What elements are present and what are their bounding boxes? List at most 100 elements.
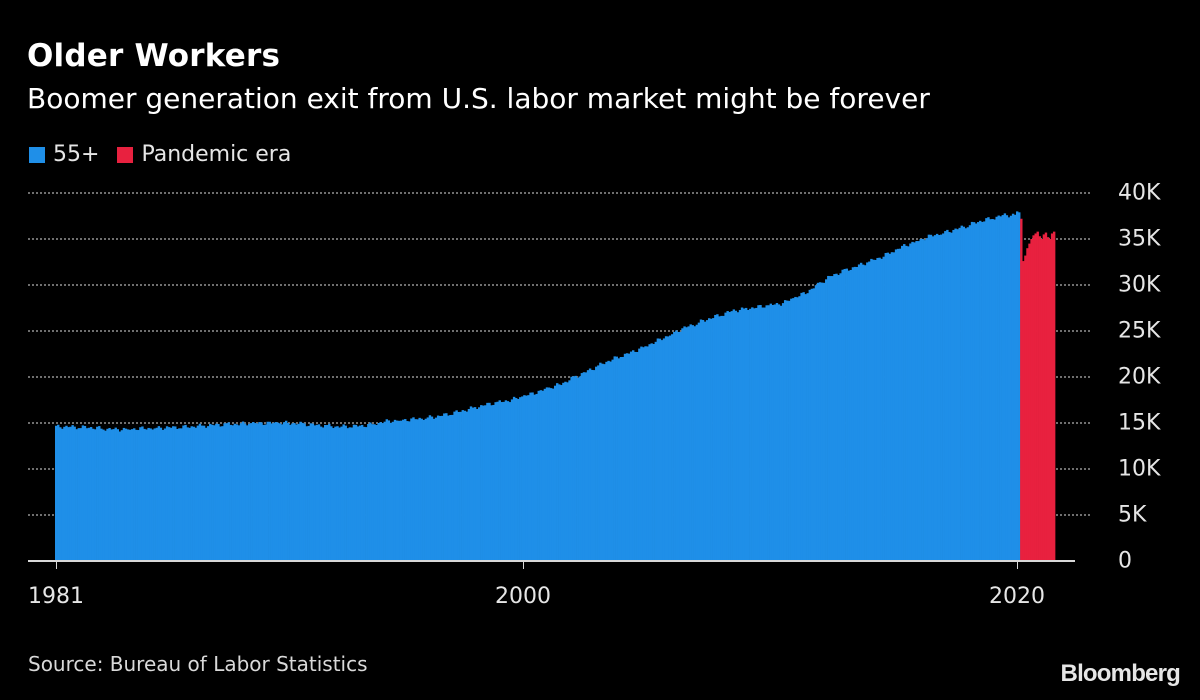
bar — [970, 221, 974, 562]
bar — [927, 234, 931, 561]
bar — [886, 252, 890, 561]
bar — [976, 222, 980, 561]
bar — [576, 377, 579, 561]
bar — [169, 427, 173, 561]
bar — [55, 425, 58, 561]
bar — [461, 410, 464, 561]
bar — [705, 320, 709, 561]
bar — [369, 422, 372, 561]
bar — [289, 424, 292, 561]
bar — [833, 274, 836, 561]
bar — [839, 273, 842, 561]
bar — [683, 326, 686, 561]
bar — [894, 249, 898, 561]
bar — [256, 423, 259, 561]
bar — [671, 334, 674, 561]
bar — [966, 227, 970, 561]
bar — [225, 423, 228, 561]
bar — [798, 296, 801, 561]
bar — [825, 279, 828, 561]
bar — [321, 427, 325, 561]
bar — [416, 419, 419, 561]
bar — [451, 414, 454, 561]
bar — [126, 429, 130, 561]
bar — [993, 219, 996, 561]
bar — [254, 423, 257, 561]
bar — [75, 429, 78, 561]
bar — [605, 361, 608, 561]
bar — [543, 388, 547, 561]
bar — [414, 419, 417, 561]
bar — [486, 402, 489, 561]
bar — [1038, 236, 1041, 562]
bar — [432, 418, 436, 561]
bar — [204, 427, 208, 561]
bar — [424, 418, 428, 561]
bar — [857, 264, 861, 561]
gridline-25k — [28, 330, 1090, 332]
x-tick-2020 — [1017, 561, 1018, 569]
bar — [426, 417, 430, 561]
bar — [845, 268, 848, 561]
bar — [898, 248, 902, 561]
bar — [457, 411, 460, 561]
bar — [972, 222, 976, 561]
bar — [428, 415, 432, 561]
bar — [383, 421, 386, 561]
bar — [726, 311, 729, 561]
bar — [211, 424, 214, 561]
y-label-0: 0 — [1118, 548, 1132, 574]
bar — [163, 428, 167, 561]
bar — [393, 419, 397, 561]
bar — [749, 308, 752, 561]
bar — [326, 424, 329, 561]
bar — [262, 424, 265, 561]
bar — [73, 426, 76, 561]
bar — [835, 273, 838, 561]
bar — [360, 424, 364, 561]
bar — [155, 427, 159, 561]
bar — [870, 258, 873, 561]
bar — [562, 382, 565, 561]
bar — [923, 240, 926, 561]
bar — [521, 396, 524, 561]
bar — [730, 311, 733, 561]
bar — [1013, 214, 1017, 562]
bar — [180, 428, 183, 561]
bar — [974, 223, 978, 561]
bar — [235, 424, 239, 561]
bar — [459, 411, 462, 561]
bar — [496, 401, 499, 561]
bar — [761, 307, 764, 561]
bar — [418, 417, 421, 561]
bar — [547, 387, 551, 561]
bar — [788, 300, 791, 561]
bar — [81, 425, 85, 561]
bar — [929, 234, 933, 562]
bar — [859, 262, 863, 561]
bar — [488, 402, 491, 561]
bar — [919, 239, 922, 561]
bar — [948, 232, 951, 562]
bar — [822, 282, 826, 561]
bar — [301, 422, 304, 561]
bar — [1052, 231, 1056, 561]
bar — [399, 420, 403, 561]
bar — [57, 424, 60, 561]
bar — [209, 423, 212, 561]
bar — [619, 357, 623, 561]
bar — [108, 427, 111, 561]
bar — [603, 364, 606, 561]
bar — [1022, 261, 1025, 561]
bar — [258, 422, 261, 561]
bar — [652, 343, 655, 561]
bar — [278, 423, 282, 561]
chart-title: Older Workers — [27, 38, 281, 74]
bar — [658, 338, 662, 561]
bar — [931, 236, 935, 561]
bar — [880, 258, 883, 561]
bar — [578, 376, 582, 561]
bar — [344, 425, 347, 561]
bar — [1046, 237, 1050, 561]
bar — [759, 304, 762, 561]
